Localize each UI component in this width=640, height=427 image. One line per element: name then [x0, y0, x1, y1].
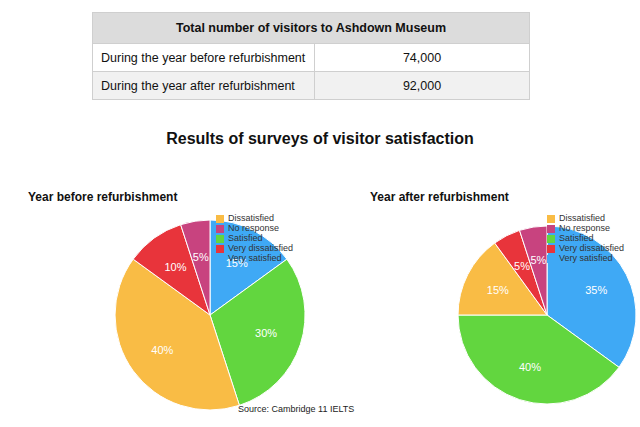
svg-text:35%: 35% — [585, 284, 607, 296]
svg-text:30%: 30% — [255, 327, 277, 339]
svg-text:10%: 10% — [164, 261, 186, 273]
svg-text:5%: 5% — [193, 251, 209, 263]
svg-text:15%: 15% — [226, 257, 248, 269]
svg-text:40%: 40% — [151, 344, 173, 356]
svg-text:15%: 15% — [487, 284, 509, 296]
svg-text:40%: 40% — [519, 361, 541, 373]
svg-text:5%: 5% — [530, 254, 546, 266]
svg-text:5%: 5% — [514, 260, 530, 272]
